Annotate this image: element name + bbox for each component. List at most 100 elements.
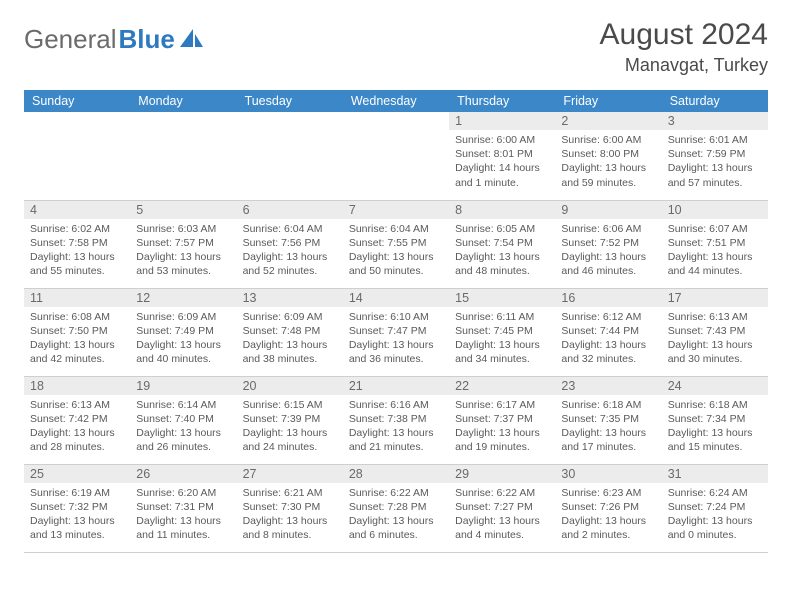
day-details: Sunrise: 6:16 AMSunset: 7:38 PMDaylight:…: [343, 395, 449, 459]
daylight-line: Daylight: 13 hours and 40 minutes.: [136, 338, 230, 366]
sunset-line: Sunset: 7:50 PM: [30, 324, 124, 338]
calendar-cell: [130, 112, 236, 200]
daylight-line: Daylight: 13 hours and 30 minutes.: [668, 338, 762, 366]
day-details: Sunrise: 6:18 AMSunset: 7:34 PMDaylight:…: [662, 395, 768, 459]
calendar-cell: 13Sunrise: 6:09 AMSunset: 7:48 PMDayligh…: [237, 288, 343, 376]
sunrise-line: Sunrise: 6:01 AM: [668, 133, 762, 147]
daylight-line: Daylight: 13 hours and 38 minutes.: [243, 338, 337, 366]
day-number: 20: [237, 377, 343, 395]
month-title: August 2024: [600, 18, 768, 51]
weekday-header: Thursday: [449, 90, 555, 112]
day-details: Sunrise: 6:23 AMSunset: 7:26 PMDaylight:…: [555, 483, 661, 547]
day-details: Sunrise: 6:08 AMSunset: 7:50 PMDaylight:…: [24, 307, 130, 371]
calendar-cell: 21Sunrise: 6:16 AMSunset: 7:38 PMDayligh…: [343, 376, 449, 464]
sunrise-line: Sunrise: 6:06 AM: [561, 222, 655, 236]
calendar-body: 1Sunrise: 6:00 AMSunset: 8:01 PMDaylight…: [24, 112, 768, 552]
day-details: Sunrise: 6:14 AMSunset: 7:40 PMDaylight:…: [130, 395, 236, 459]
calendar-cell: 8Sunrise: 6:05 AMSunset: 7:54 PMDaylight…: [449, 200, 555, 288]
sunrise-line: Sunrise: 6:04 AM: [243, 222, 337, 236]
sunset-line: Sunset: 7:58 PM: [30, 236, 124, 250]
sunrise-line: Sunrise: 6:12 AM: [561, 310, 655, 324]
day-details: Sunrise: 6:22 AMSunset: 7:27 PMDaylight:…: [449, 483, 555, 547]
day-number: 14: [343, 289, 449, 307]
sunrise-line: Sunrise: 6:18 AM: [561, 398, 655, 412]
day-details: Sunrise: 6:00 AMSunset: 8:01 PMDaylight:…: [449, 130, 555, 194]
calendar-cell: [237, 112, 343, 200]
day-details: Sunrise: 6:13 AMSunset: 7:42 PMDaylight:…: [24, 395, 130, 459]
calendar-cell: 18Sunrise: 6:13 AMSunset: 7:42 PMDayligh…: [24, 376, 130, 464]
day-number: 22: [449, 377, 555, 395]
day-number: 8: [449, 201, 555, 219]
calendar-cell: 1Sunrise: 6:00 AMSunset: 8:01 PMDaylight…: [449, 112, 555, 200]
day-number: 25: [24, 465, 130, 483]
sunrise-line: Sunrise: 6:07 AM: [668, 222, 762, 236]
sunset-line: Sunset: 7:32 PM: [30, 500, 124, 514]
sunset-line: Sunset: 7:49 PM: [136, 324, 230, 338]
day-details: Sunrise: 6:00 AMSunset: 8:00 PMDaylight:…: [555, 130, 661, 194]
daylight-line: Daylight: 13 hours and 46 minutes.: [561, 250, 655, 278]
sunset-line: Sunset: 7:28 PM: [349, 500, 443, 514]
brand-logo: GeneralBlue: [24, 18, 205, 55]
calendar-cell: 29Sunrise: 6:22 AMSunset: 7:27 PMDayligh…: [449, 464, 555, 552]
sunrise-line: Sunrise: 6:20 AM: [136, 486, 230, 500]
daylight-line: Daylight: 13 hours and 59 minutes.: [561, 161, 655, 189]
calendar-cell: 15Sunrise: 6:11 AMSunset: 7:45 PMDayligh…: [449, 288, 555, 376]
day-number: 5: [130, 201, 236, 219]
location: Manavgat, Turkey: [600, 55, 768, 76]
sunrise-line: Sunrise: 6:11 AM: [455, 310, 549, 324]
day-number: 17: [662, 289, 768, 307]
day-details: Sunrise: 6:09 AMSunset: 7:48 PMDaylight:…: [237, 307, 343, 371]
sunrise-line: Sunrise: 6:10 AM: [349, 310, 443, 324]
calendar-cell: 22Sunrise: 6:17 AMSunset: 7:37 PMDayligh…: [449, 376, 555, 464]
day-number: 18: [24, 377, 130, 395]
day-number: 24: [662, 377, 768, 395]
calendar-cell: 23Sunrise: 6:18 AMSunset: 7:35 PMDayligh…: [555, 376, 661, 464]
sunrise-line: Sunrise: 6:19 AM: [30, 486, 124, 500]
daylight-line: Daylight: 13 hours and 17 minutes.: [561, 426, 655, 454]
day-number: 23: [555, 377, 661, 395]
day-number: 2: [555, 112, 661, 130]
sunset-line: Sunset: 8:01 PM: [455, 147, 549, 161]
calendar-cell: 25Sunrise: 6:19 AMSunset: 7:32 PMDayligh…: [24, 464, 130, 552]
day-details: Sunrise: 6:17 AMSunset: 7:37 PMDaylight:…: [449, 395, 555, 459]
calendar-cell: 14Sunrise: 6:10 AMSunset: 7:47 PMDayligh…: [343, 288, 449, 376]
day-details: Sunrise: 6:04 AMSunset: 7:55 PMDaylight:…: [343, 219, 449, 283]
day-number: 7: [343, 201, 449, 219]
day-number: 29: [449, 465, 555, 483]
day-details: Sunrise: 6:20 AMSunset: 7:31 PMDaylight:…: [130, 483, 236, 547]
day-number: 26: [130, 465, 236, 483]
sunset-line: Sunset: 7:52 PM: [561, 236, 655, 250]
sunset-line: Sunset: 7:24 PM: [668, 500, 762, 514]
day-details: Sunrise: 6:07 AMSunset: 7:51 PMDaylight:…: [662, 219, 768, 283]
calendar-cell: 4Sunrise: 6:02 AMSunset: 7:58 PMDaylight…: [24, 200, 130, 288]
sunset-line: Sunset: 7:55 PM: [349, 236, 443, 250]
day-number: 19: [130, 377, 236, 395]
sunset-line: Sunset: 7:34 PM: [668, 412, 762, 426]
day-details: Sunrise: 6:12 AMSunset: 7:44 PMDaylight:…: [555, 307, 661, 371]
daylight-line: Daylight: 13 hours and 50 minutes.: [349, 250, 443, 278]
daylight-line: Daylight: 13 hours and 44 minutes.: [668, 250, 762, 278]
calendar-row: 18Sunrise: 6:13 AMSunset: 7:42 PMDayligh…: [24, 376, 768, 464]
sunrise-line: Sunrise: 6:18 AM: [668, 398, 762, 412]
daylight-line: Daylight: 13 hours and 42 minutes.: [30, 338, 124, 366]
calendar-cell: 5Sunrise: 6:03 AMSunset: 7:57 PMDaylight…: [130, 200, 236, 288]
day-details: Sunrise: 6:13 AMSunset: 7:43 PMDaylight:…: [662, 307, 768, 371]
day-number: 6: [237, 201, 343, 219]
calendar-cell: [24, 112, 130, 200]
calendar-row: 25Sunrise: 6:19 AMSunset: 7:32 PMDayligh…: [24, 464, 768, 552]
day-number: 27: [237, 465, 343, 483]
day-details: Sunrise: 6:10 AMSunset: 7:47 PMDaylight:…: [343, 307, 449, 371]
calendar-cell: 19Sunrise: 6:14 AMSunset: 7:40 PMDayligh…: [130, 376, 236, 464]
sunset-line: Sunset: 7:56 PM: [243, 236, 337, 250]
calendar-cell: 26Sunrise: 6:20 AMSunset: 7:31 PMDayligh…: [130, 464, 236, 552]
daylight-line: Daylight: 13 hours and 57 minutes.: [668, 161, 762, 189]
day-details: Sunrise: 6:05 AMSunset: 7:54 PMDaylight:…: [449, 219, 555, 283]
calendar-row: 11Sunrise: 6:08 AMSunset: 7:50 PMDayligh…: [24, 288, 768, 376]
title-block: August 2024 Manavgat, Turkey: [600, 18, 768, 76]
daylight-line: Daylight: 13 hours and 32 minutes.: [561, 338, 655, 366]
daylight-line: Daylight: 13 hours and 48 minutes.: [455, 250, 549, 278]
sunset-line: Sunset: 7:26 PM: [561, 500, 655, 514]
day-number: 30: [555, 465, 661, 483]
sunrise-line: Sunrise: 6:24 AM: [668, 486, 762, 500]
sunset-line: Sunset: 7:30 PM: [243, 500, 337, 514]
